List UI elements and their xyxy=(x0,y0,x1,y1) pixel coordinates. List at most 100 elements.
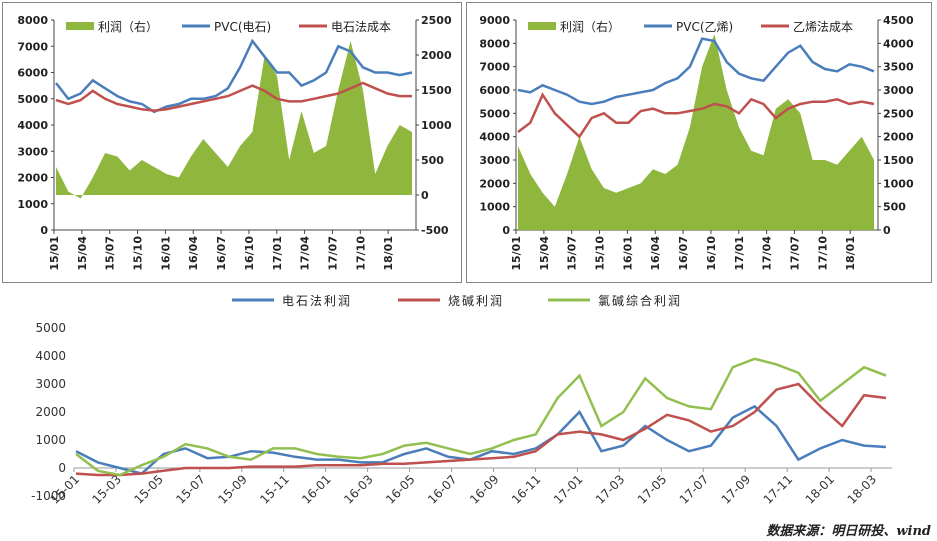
right-tick-label: 0 xyxy=(421,189,429,202)
left-tick-label: 2000 xyxy=(17,172,48,185)
x-tick-label: 16/07 xyxy=(215,236,228,271)
x-tick-label: 17-01 xyxy=(551,472,586,507)
left-tick-label: 4000 xyxy=(479,131,510,144)
x-tick-label: 16/04 xyxy=(649,236,662,271)
y-tick-label: 3000 xyxy=(35,377,66,391)
x-tick-label: 15/10 xyxy=(132,236,145,271)
profit-line xyxy=(75,382,887,477)
left-tick-label: 9000 xyxy=(479,14,510,27)
right-tick-label: 2000 xyxy=(883,131,914,144)
profit-area xyxy=(56,41,412,199)
x-tick-label: 17/01 xyxy=(271,236,284,271)
x-tick-label: 16/07 xyxy=(677,236,690,271)
left-tick-label: 1000 xyxy=(17,198,48,211)
left-tick-label: 1000 xyxy=(479,201,510,214)
x-tick-label: 16-01 xyxy=(299,472,334,507)
right-tick-label: 1000 xyxy=(883,177,914,190)
x-tick-label: 16/01 xyxy=(159,236,172,271)
legend-label: 烧碱利润 xyxy=(448,294,504,308)
x-tick-label: 15-07 xyxy=(173,472,208,507)
left-tick-label: 8000 xyxy=(17,14,48,27)
legend: 利润（右） PVC(乙烯) 乙烯法成本 xyxy=(528,19,853,34)
legend-label: PVC(电石) xyxy=(214,20,271,34)
x-tick-label: 16/10 xyxy=(705,236,718,271)
left-tick-label: 4000 xyxy=(17,119,48,132)
x-tick-label: 18-01 xyxy=(803,472,838,507)
x-tick-label: 17/10 xyxy=(354,236,367,271)
right-tick-label: 2000 xyxy=(421,49,452,62)
x-tick-label: 17-09 xyxy=(719,472,754,507)
left-tick-label: 7000 xyxy=(17,40,48,53)
right-tick-label: 2500 xyxy=(883,107,914,120)
legend-swatch xyxy=(528,22,556,30)
x-tick-label: 15/01 xyxy=(510,236,523,271)
y-tick-label: 1000 xyxy=(35,433,66,447)
x-tick-label: 17-05 xyxy=(635,472,670,507)
left-tick-label: 3000 xyxy=(17,145,48,158)
y-tick-label: 2000 xyxy=(35,405,66,419)
x-tick-label: 17/07 xyxy=(326,236,339,271)
x-tick-label: 18/01 xyxy=(844,236,857,271)
right-tick-label: 500 xyxy=(421,154,444,167)
x-tick-label: 17-07 xyxy=(677,472,712,507)
left-tick-label: 0 xyxy=(40,224,48,237)
x-tick-label: 16/04 xyxy=(187,236,200,271)
profit-area xyxy=(518,34,874,230)
x-tick-label: 16-07 xyxy=(425,472,460,507)
right-tick-label: 500 xyxy=(883,201,906,214)
x-tick-label: 16/01 xyxy=(621,236,634,271)
legend: 利润（右） PVC(电石) 电石法成本 xyxy=(66,19,391,34)
left-tick-label: 2000 xyxy=(479,177,510,190)
x-tick-label: 15-03 xyxy=(90,472,125,507)
x-tick-label: 15/04 xyxy=(76,236,89,271)
legend-label: 电石法利润 xyxy=(282,294,352,308)
left-tick-label: 8000 xyxy=(479,37,510,50)
left-tick-label: 6000 xyxy=(479,84,510,97)
legend-label: 电石法成本 xyxy=(331,20,391,34)
y-tick-label: 4000 xyxy=(35,349,66,363)
legend-label: 乙烯法成本 xyxy=(793,20,853,34)
right-tick-label: 2500 xyxy=(421,14,452,27)
legend-swatch xyxy=(66,22,94,30)
profit-line xyxy=(75,404,887,475)
legend-label: PVC(乙烯) xyxy=(676,20,733,34)
x-tick-label: 16-05 xyxy=(383,472,418,507)
x-tick-label: 16-09 xyxy=(467,472,502,507)
pvc-carbide-chart: 0 1000 2000 3000 4000 5000 6000 7000 8000 -500 0 50… xyxy=(2,2,462,283)
x-tick-label: 15/07 xyxy=(104,236,117,271)
x-tick-label: 17/04 xyxy=(761,236,774,271)
x-tick-label: 15/10 xyxy=(594,236,607,271)
pvc-price-line xyxy=(55,38,413,114)
legend-label: 利润（右） xyxy=(98,19,158,34)
right-tick-label: 1500 xyxy=(421,84,452,97)
left-tick-label: 5000 xyxy=(479,107,510,120)
x-tick-label: 16/10 xyxy=(243,236,256,271)
y-tick-label: -1000 xyxy=(31,489,66,503)
right-tick-label: 4500 xyxy=(883,14,914,27)
x-tick-label: 17-03 xyxy=(593,472,628,507)
x-tick-label: 16-03 xyxy=(341,472,376,507)
profit-line xyxy=(75,357,887,477)
right-tick-label: 1000 xyxy=(421,119,452,132)
y-tick-label: 5000 xyxy=(35,321,66,335)
right-tick-label: 4000 xyxy=(883,37,914,50)
left-tick-label: 6000 xyxy=(17,67,48,80)
y-tick-label: 0 xyxy=(58,461,66,475)
right-tick-label: 3500 xyxy=(883,61,914,74)
x-tick-label: 18/01 xyxy=(382,236,395,271)
x-tick-label: 15-11 xyxy=(257,472,292,507)
left-tick-label: 3000 xyxy=(479,154,510,167)
x-tick-label: 15-09 xyxy=(215,472,250,507)
cost-line xyxy=(55,81,412,112)
x-tick-label: 16-11 xyxy=(509,472,544,507)
data-source: 数据来源：明日研投、wind xyxy=(766,524,931,539)
legend: 电石法利润 烧碱利润 氯碱综合利润 xyxy=(232,293,680,308)
x-tick-label: 15/07 xyxy=(566,236,579,271)
x-tick-label: 15/01 xyxy=(48,236,61,271)
right-tick-label: 3000 xyxy=(883,84,914,97)
x-tick-label: 15/04 xyxy=(538,236,551,271)
x-tick-label: 17/01 xyxy=(733,236,746,271)
right-tick-label: 0 xyxy=(883,224,891,237)
x-tick-label: 15-05 xyxy=(131,472,166,507)
